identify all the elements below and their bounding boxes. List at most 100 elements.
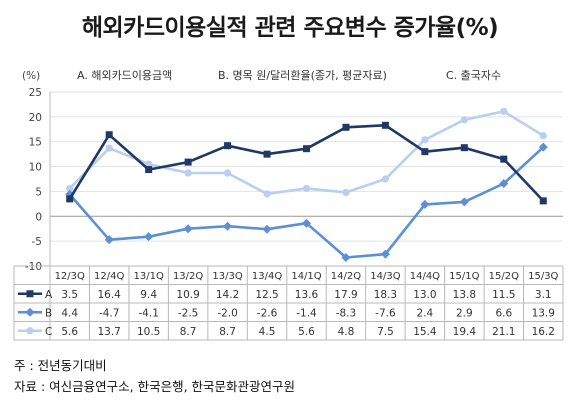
series-c-point (500, 107, 508, 115)
data-label: -7.6 (375, 307, 396, 319)
series-c-point (223, 169, 232, 177)
data-label: 17.9 (334, 289, 357, 301)
data-label: 15.4 (413, 326, 437, 338)
series-c-point (184, 169, 192, 177)
data-label: 8.7 (180, 326, 197, 338)
x-tick-label: 14/2Q (331, 271, 361, 282)
series-c-point (105, 144, 113, 152)
data-label: 2.4 (417, 307, 434, 319)
x-tick-label: 13/3Q (212, 271, 242, 282)
data-label: 14.2 (216, 289, 239, 301)
x-tick-label: 14/1Q (291, 271, 321, 282)
legend-header-b: B. 명목 원/달러환율(종가, 평균자료) (218, 69, 387, 82)
x-tick-label: 15/1Q (449, 271, 479, 282)
data-label: 13.0 (413, 289, 436, 301)
legend-entry-a: A (45, 289, 53, 301)
data-label: 7.5 (377, 326, 394, 338)
series-c-point (145, 160, 153, 168)
data-label: 18.3 (374, 289, 397, 301)
data-label: 3.5 (61, 289, 78, 301)
series-b-point (459, 197, 469, 207)
data-label: -8.3 (336, 307, 357, 319)
series-c-point (342, 188, 350, 197)
legend-swatch-marker (26, 290, 34, 298)
series-c-point (302, 184, 311, 193)
data-label: -2.5 (178, 307, 199, 319)
data-label: -2.0 (217, 307, 238, 319)
series-c-point (381, 175, 390, 183)
series-a-point (105, 131, 113, 139)
data-label: 13.9 (532, 307, 555, 319)
y-axis-unit-label: (%) (22, 70, 40, 82)
legend-entry-c: C (45, 326, 52, 338)
series-a-point (500, 155, 508, 163)
x-tick-label: 15/3Q (528, 271, 558, 282)
data-label: 6.6 (495, 307, 512, 319)
legend-swatch-marker (25, 307, 35, 317)
legend-entry-b: B (45, 307, 52, 319)
series-b-point (262, 224, 272, 234)
series-c-point (421, 136, 429, 144)
data-label: -4.1 (138, 307, 159, 319)
x-tick-label: 13/2Q (173, 271, 203, 282)
x-tick-label: 14/4Q (410, 271, 440, 282)
data-label: 16.4 (97, 289, 121, 301)
y-tick-label: -5 (32, 236, 42, 248)
y-tick-label: 10 (29, 162, 42, 174)
data-label: 4.5 (259, 326, 276, 338)
series-c-point (460, 116, 468, 124)
footnote: 주 : 전년동기대비 (14, 358, 107, 373)
x-tick-label: 12/4Q (94, 271, 124, 282)
series-a-point (539, 197, 547, 205)
x-tick-label: 13/4Q (252, 271, 282, 282)
series-b-point (223, 221, 233, 231)
series-a-point (381, 121, 389, 129)
data-label: 10.9 (176, 289, 199, 301)
series-b-point (183, 224, 193, 234)
data-label: -2.6 (257, 307, 278, 319)
data-label: 5.6 (298, 326, 315, 338)
y-tick-label: 20 (29, 112, 42, 124)
series-b-point (538, 142, 548, 152)
series-a-point (184, 158, 192, 166)
data-label: 4.8 (338, 326, 355, 338)
page-title: 해외카드이용실적 관련 주요변수 증가율(%) (81, 15, 499, 41)
series-b-point (302, 218, 311, 228)
series-b-point (420, 199, 430, 209)
data-label: -1.4 (296, 307, 317, 319)
x-tick-label: 14/3Q (370, 271, 400, 282)
series-a-point (66, 195, 74, 203)
series-b-point (499, 178, 509, 188)
data-label: 13.8 (453, 289, 476, 301)
data-label: 8.7 (219, 326, 236, 338)
legend-swatch-marker (26, 327, 34, 335)
data-label: 3.1 (535, 289, 552, 301)
data-label: 9.4 (140, 289, 157, 301)
y-tick-label: 15 (29, 137, 42, 149)
y-tick-label: -10 (25, 261, 42, 273)
series-b-point (380, 249, 390, 259)
data-label: 10.5 (137, 326, 160, 338)
data-label: 2.9 (456, 307, 473, 319)
data-label: 13.7 (97, 326, 120, 338)
y-tick-label: 25 (29, 87, 42, 99)
data-label: 16.2 (532, 326, 555, 338)
series-c-point (263, 190, 271, 198)
data-label: 4.4 (61, 307, 78, 319)
series-b-point (144, 232, 154, 242)
data-label: 21.1 (492, 326, 515, 338)
x-tick-label: 13/1Q (133, 271, 163, 282)
series-a-point (421, 148, 429, 156)
series-b-point (104, 235, 114, 245)
series-a-point (224, 142, 232, 150)
series-c-point (66, 184, 74, 193)
legend-header-a: A. 해외카드이용금액 (77, 68, 172, 82)
series-a-point (145, 166, 153, 174)
series-a-point (303, 145, 310, 153)
source-note: 자료 : 여신금융연구소, 한국은행, 한국문화관광연구원 (14, 379, 296, 394)
data-label: 11.5 (492, 289, 515, 301)
data-label: 5.6 (61, 326, 78, 338)
series-a-point (460, 144, 468, 152)
data-label: -4.7 (99, 307, 120, 319)
